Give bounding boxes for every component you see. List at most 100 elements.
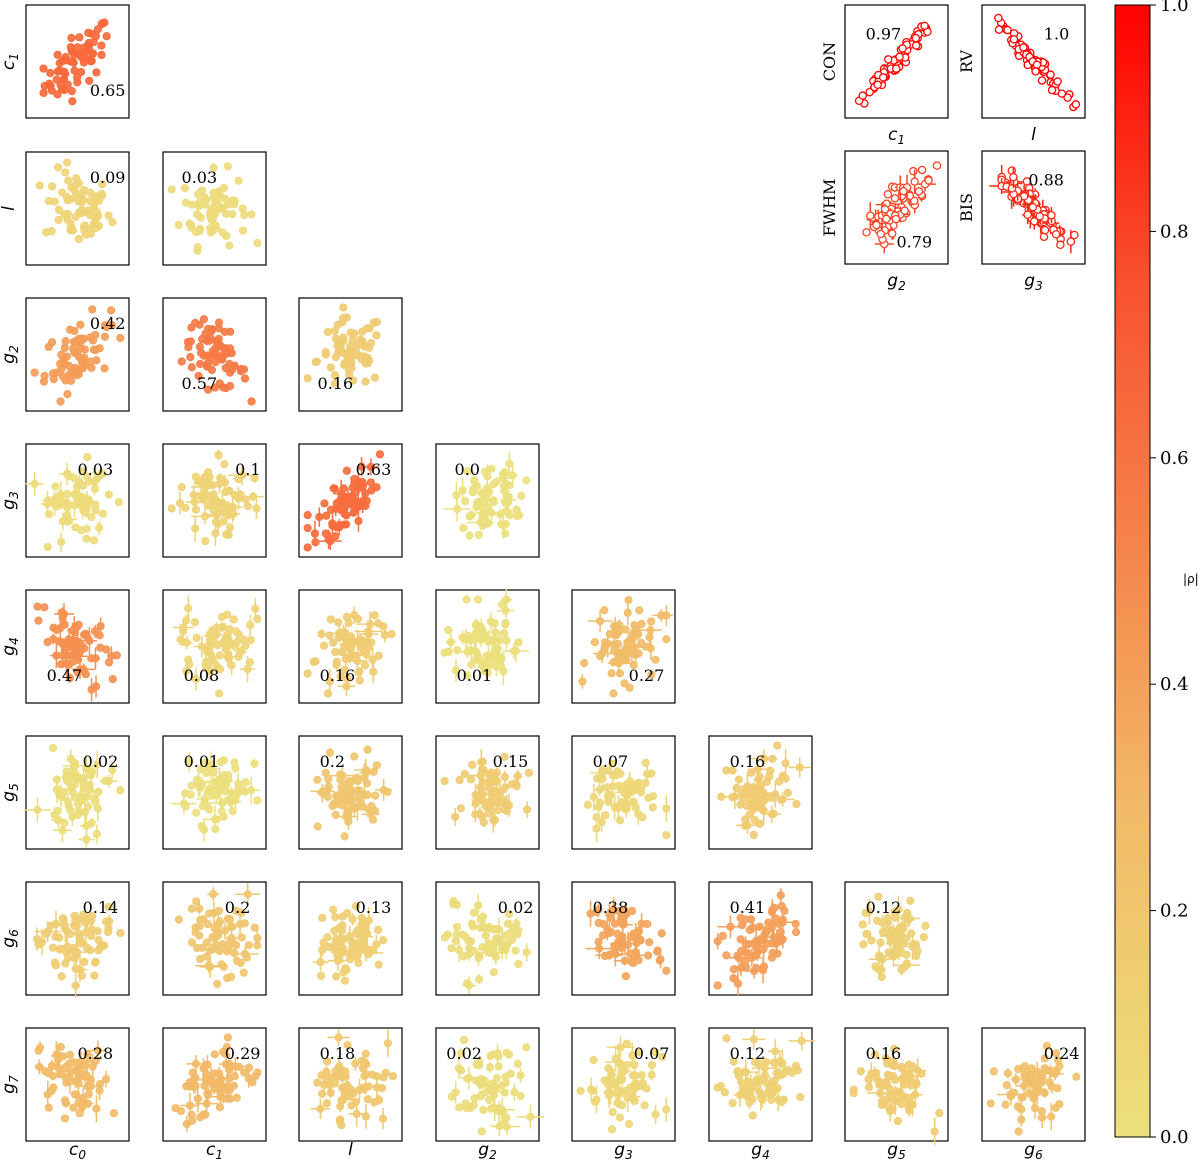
- data-point: [104, 927, 113, 937]
- data-point: [101, 917, 111, 926]
- data-point: [243, 890, 252, 899]
- data-point: [93, 804, 102, 813]
- data-point: [500, 752, 509, 761]
- data-point: [514, 959, 523, 969]
- data-point: [48, 182, 57, 191]
- data-point: [858, 91, 867, 100]
- data-point: [353, 794, 363, 803]
- data-point: [492, 934, 501, 943]
- panel-g7-vs-c1: 0.29: [162, 1027, 267, 1142]
- data-point: [463, 1074, 472, 1083]
- panel-g3-vs-g2: 0.0: [435, 443, 540, 558]
- data-point: [321, 768, 330, 778]
- data-point: [911, 33, 921, 43]
- panel-g4-vs-g3: 0.27: [571, 589, 676, 704]
- data-point: [1038, 1113, 1047, 1122]
- data-point: [370, 373, 379, 382]
- data-point: [909, 166, 918, 176]
- data-point: [733, 951, 742, 960]
- data-point: [924, 176, 933, 185]
- panel-g5-vs-l: 0.2: [298, 735, 403, 850]
- data-point: [71, 916, 80, 925]
- data-point: [522, 1043, 531, 1052]
- data-point: [219, 962, 228, 971]
- data-point: [313, 775, 322, 784]
- data-point: [361, 1049, 370, 1058]
- data-point: [784, 1065, 793, 1075]
- data-point: [617, 943, 626, 952]
- data-point: [47, 86, 56, 95]
- data-point: [204, 468, 213, 477]
- data-point: [1029, 1094, 1038, 1103]
- data-point: [524, 768, 533, 777]
- data-point: [207, 204, 216, 214]
- data-point: [783, 788, 792, 797]
- data-point: [185, 660, 194, 669]
- data-point: [210, 923, 219, 933]
- data-point: [775, 937, 784, 946]
- data-point: [505, 511, 514, 520]
- data-point: [480, 467, 490, 476]
- data-point: [361, 489, 370, 498]
- correlation-value: 0.02: [446, 1044, 482, 1063]
- data-point: [342, 466, 351, 475]
- data-point: [88, 1062, 97, 1071]
- data-point: [79, 774, 88, 783]
- data-point: [892, 946, 901, 955]
- data-point: [184, 343, 193, 352]
- data-point: [203, 501, 212, 510]
- data-point: [366, 810, 375, 819]
- data-point: [220, 194, 230, 203]
- data-point: [225, 381, 235, 391]
- data-point: [303, 510, 312, 520]
- data-point: [878, 73, 888, 82]
- data-point: [243, 502, 253, 511]
- data-point: [56, 397, 65, 406]
- data-point: [858, 920, 867, 929]
- data-point: [890, 194, 900, 203]
- data-point: [196, 765, 205, 774]
- data-point: [191, 524, 200, 533]
- data-point: [46, 68, 55, 78]
- data-point: [752, 963, 761, 973]
- data-point: [74, 179, 83, 188]
- data-point: [334, 618, 343, 627]
- data-point: [526, 1112, 535, 1121]
- data-point: [48, 943, 58, 952]
- data-point: [239, 968, 248, 977]
- data-point: [797, 1036, 806, 1045]
- data-point: [347, 347, 356, 356]
- data-point: [451, 1088, 460, 1097]
- data-point: [501, 1078, 510, 1087]
- data-point: [1050, 1067, 1059, 1077]
- data-point: [501, 620, 510, 629]
- data-point: [1046, 70, 1055, 79]
- data-point: [469, 1101, 479, 1110]
- data-point: [325, 677, 334, 686]
- data-point: [187, 323, 196, 332]
- data-point: [617, 1101, 627, 1110]
- data-point: [522, 948, 531, 957]
- data-point: [601, 638, 610, 647]
- data-point: [1051, 230, 1061, 239]
- data-point: [578, 677, 587, 686]
- correlation-value: 0.12: [730, 1044, 766, 1063]
- data-point: [97, 50, 106, 60]
- data-point: [917, 165, 927, 175]
- data-point: [1071, 100, 1081, 109]
- data-point: [92, 68, 101, 77]
- data-point: [777, 901, 786, 911]
- inset-panel-bis: 0.88 BIS g3: [957, 150, 1086, 293]
- data-point: [641, 758, 650, 767]
- correlation-value: 0.65: [90, 81, 126, 100]
- data-point: [92, 475, 101, 484]
- data-point: [628, 958, 638, 968]
- data-point: [462, 671, 472, 680]
- data-point: [195, 904, 204, 913]
- data-point: [351, 928, 361, 937]
- colorbar-gradient: [1114, 4, 1151, 1138]
- correlation-value: 0.16: [730, 752, 766, 771]
- data-point: [178, 627, 188, 636]
- data-point: [78, 195, 88, 204]
- data-point: [662, 830, 671, 840]
